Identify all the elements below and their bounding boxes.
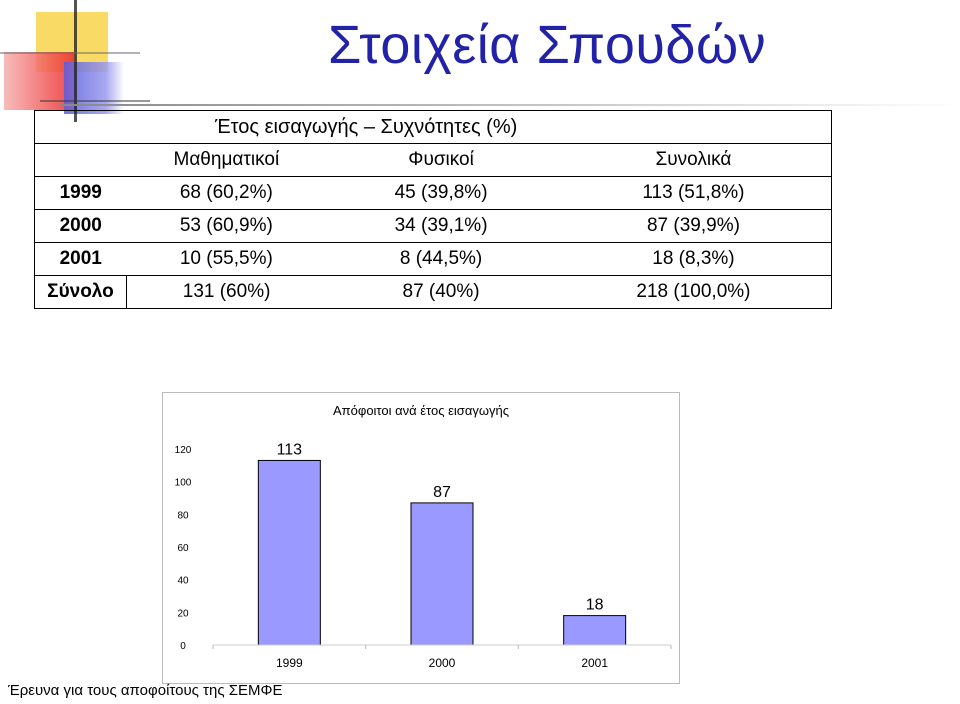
table-cell: 10 (55,5%): [126, 242, 327, 276]
y-tick-label: 100: [175, 478, 192, 489]
bar: [410, 502, 474, 646]
x-tick-label: 1999: [276, 656, 303, 670]
table-cell: 87 (40%): [326, 275, 556, 309]
y-tick-label: 120: [175, 445, 192, 456]
table-cell: 8 (44,5%): [326, 242, 556, 276]
table-cell: 53 (60,9%): [126, 209, 327, 243]
title-rule: [60, 104, 960, 106]
logo-blue-square: [64, 62, 124, 114]
table-caption: Έτος εισαγωγής – Συχνότητες (%): [34, 110, 832, 144]
row-label: 2000: [34, 209, 127, 243]
table-cell: 113 (51,8%): [555, 176, 832, 210]
table-caption-row: Έτος εισαγωγής – Συχνότητες (%): [34, 110, 832, 144]
logo-decoration: [0, 0, 150, 125]
statistics-table: Έτος εισαγωγής – Συχνότητες (%) Μαθηματι…: [34, 110, 832, 309]
y-tick-label: 60: [177, 543, 189, 554]
y-tick-label: 40: [177, 576, 189, 587]
column-header-physics: Φυσικοί: [326, 143, 556, 177]
bar-chart: Απόφοιτοι ανά έτος εισαγωγής 0 20 40 60 80 100…: [162, 392, 680, 684]
table-total-row: Σύνολο 131 (60%) 87 (40%) 218 (100,0%): [34, 275, 832, 309]
table-cell: 87 (39,9%): [555, 209, 832, 243]
data-label: 18: [586, 597, 604, 614]
x-tick-label: 2001: [581, 656, 608, 670]
logo-vertical-line: [74, 0, 77, 122]
column-header-total: Συνολικά: [555, 143, 832, 177]
data-label: 113: [277, 441, 303, 458]
row-label: 1999: [34, 176, 127, 210]
y-tick-label: 80: [177, 510, 189, 521]
table-cell: 45 (39,8%): [326, 176, 556, 210]
table-cell: 131 (60%): [125, 275, 327, 309]
column-header-math: Μαθηματικοί: [126, 143, 327, 177]
logo-horizontal-line: [0, 52, 140, 54]
chart-canvas: Απόφοιτοι ανά έτος εισαγωγής 0 20 40 60 80 100…: [175, 403, 672, 670]
table-cell: 218 (100,0%): [555, 275, 832, 309]
table-header-row: Μαθηματικοί Φυσικοί Συνολικά: [34, 143, 832, 177]
table-row: 2000 53 (60,9%) 34 (39,1%) 87 (39,9%): [34, 209, 832, 243]
bar: [257, 459, 321, 646]
header-empty-cell: [34, 143, 127, 177]
row-label-total: Σύνολο: [34, 275, 127, 309]
y-tick-label: 20: [177, 608, 189, 619]
data-label: 87: [433, 484, 451, 501]
row-label: 2001: [34, 242, 127, 276]
table-row: 2001 10 (55,5%) 8 (44,5%) 18 (8,3%): [34, 242, 832, 276]
bar: [563, 615, 627, 646]
footer-text: Έρευνα για τους αποφοίτους της ΣΕΜΦΕ: [8, 682, 283, 699]
table-row: 1999 68 (60,2%) 45 (39,8%) 113 (51,8%): [34, 176, 832, 210]
table-cell: 68 (60,2%): [126, 176, 327, 210]
chart-title: Απόφοιτοι ανά έτος εισαγωγής: [333, 403, 509, 418]
table-cell: 34 (39,1%): [326, 209, 556, 243]
table-cell: 18 (8,3%): [555, 242, 832, 276]
logo-horizontal-line-2: [40, 100, 150, 102]
x-tick-label: 2000: [429, 656, 456, 670]
y-tick-label: 0: [180, 641, 186, 652]
page-title: Στοιχεία Σπουδών: [328, 15, 767, 75]
